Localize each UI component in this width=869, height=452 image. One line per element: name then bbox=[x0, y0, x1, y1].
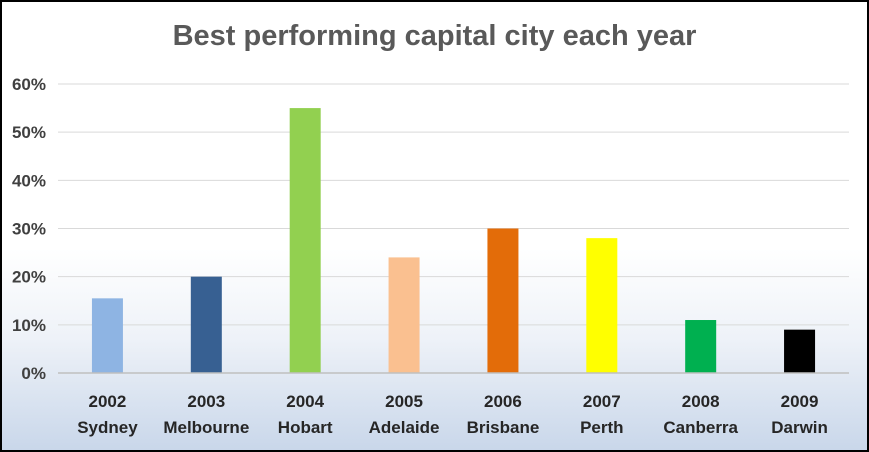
x-tick-city: Brisbane bbox=[467, 418, 540, 437]
x-tick-year: 2003 bbox=[187, 392, 225, 411]
y-tick-label: 60% bbox=[12, 75, 46, 94]
x-tick-city: Canberra bbox=[663, 418, 738, 437]
bar bbox=[190, 276, 222, 373]
bar bbox=[487, 228, 519, 373]
bar bbox=[784, 329, 816, 373]
x-tick-city: Perth bbox=[580, 418, 623, 437]
x-tick-city: Darwin bbox=[771, 418, 828, 437]
x-tick-city: Sydney bbox=[77, 418, 138, 437]
bar bbox=[685, 320, 717, 373]
x-tick-year: 2002 bbox=[89, 392, 127, 411]
y-tick-label: 40% bbox=[12, 171, 46, 190]
y-tick-label: 20% bbox=[12, 268, 46, 287]
y-tick-label: 50% bbox=[12, 123, 46, 142]
x-tick-city: Melbourne bbox=[163, 418, 249, 437]
y-tick-label: 10% bbox=[12, 316, 46, 335]
x-tick-year: 2007 bbox=[583, 392, 621, 411]
x-tick-city: Adelaide bbox=[369, 418, 440, 437]
y-tick-label: 0% bbox=[21, 364, 46, 383]
x-tick-year: 2006 bbox=[484, 392, 522, 411]
x-tick-year: 2004 bbox=[286, 392, 324, 411]
bar bbox=[388, 257, 420, 373]
bar bbox=[289, 108, 321, 373]
chart-title: Best performing capital city each year bbox=[172, 20, 697, 52]
x-tick-year: 2008 bbox=[682, 392, 720, 411]
x-tick-year: 2009 bbox=[781, 392, 819, 411]
x-tick-city: Hobart bbox=[278, 418, 333, 437]
bar bbox=[91, 298, 123, 373]
x-tick-year: 2005 bbox=[385, 392, 423, 411]
bar bbox=[586, 238, 618, 373]
y-tick-label: 30% bbox=[12, 220, 46, 239]
